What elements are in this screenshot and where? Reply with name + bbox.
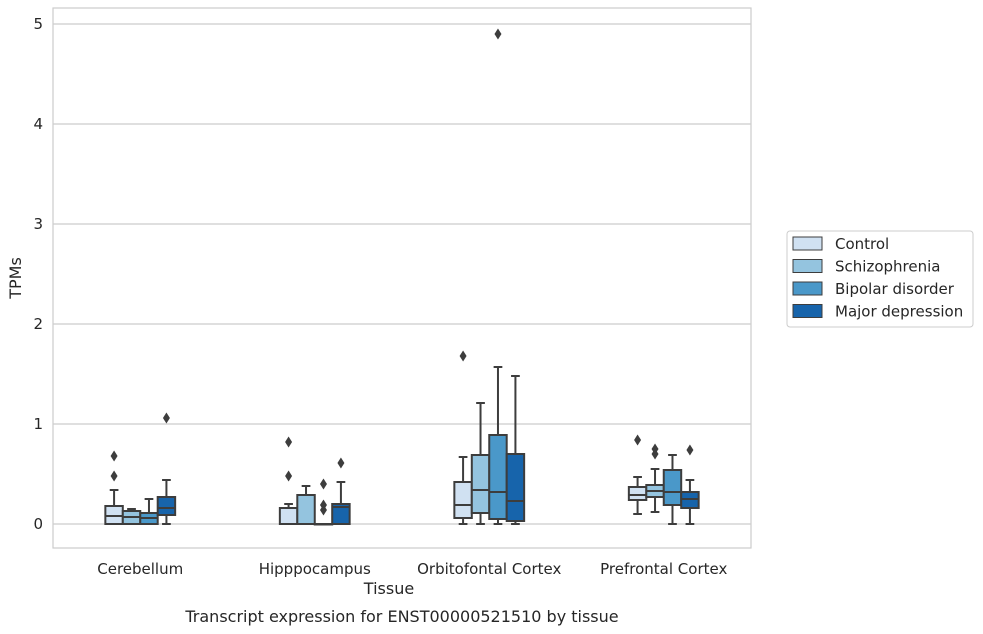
outlier-point — [651, 443, 659, 455]
box-2-0 — [453, 350, 473, 525]
box-0-1 — [121, 508, 142, 525]
box-0-3 — [156, 412, 177, 525]
box-2-2 — [488, 28, 508, 525]
box-1-3 — [331, 457, 351, 525]
outlier-point — [285, 470, 293, 482]
y-tick-label: 1 — [33, 415, 43, 433]
y-tick-label: 3 — [33, 215, 43, 233]
box-2-3 — [505, 375, 526, 525]
box-groups — [104, 28, 700, 526]
legend-swatch — [792, 259, 823, 273]
legend-swatch — [792, 304, 823, 318]
box-body — [662, 469, 683, 506]
y-tick-label: 5 — [33, 15, 43, 33]
box-body — [331, 503, 351, 525]
legend-label: Control — [835, 235, 889, 253]
plot-area — [53, 8, 751, 548]
legend-label: Major depression — [835, 303, 963, 321]
box-0-2 — [139, 498, 159, 525]
outlier-point — [285, 436, 293, 448]
y-tick-label: 2 — [33, 315, 43, 333]
outlier-point — [494, 28, 502, 40]
x-tick-label: Prefrontal Cortex — [600, 560, 727, 578]
box-3-3 — [680, 444, 700, 525]
box-body — [627, 486, 648, 501]
legend: Control Schizophrenia Bipolar disorder Majo… — [786, 230, 974, 328]
box-body — [488, 434, 508, 520]
box-3-0 — [627, 434, 648, 515]
box-body — [278, 507, 299, 525]
legend-swatch — [792, 281, 823, 296]
y-tick-label: 0 — [33, 515, 43, 533]
chart-caption: Transcript expression for ENST0000052151… — [184, 607, 618, 626]
box-1-2 — [313, 478, 334, 526]
legend-swatch — [792, 236, 823, 251]
outlier-point — [459, 350, 467, 362]
outlier-point — [110, 450, 118, 462]
x-tick-labels: Cerebellum Hipppocampus Orbitofontal Corte… — [97, 560, 727, 578]
y-axis-label: TPMs — [6, 257, 25, 300]
plot-frame — [52, 7, 752, 549]
box-body — [296, 494, 316, 525]
outlier-point — [162, 412, 170, 424]
box-3-2 — [662, 454, 683, 525]
legend-label: Schizophrenia — [835, 258, 940, 276]
x-axis-label: Tissue — [363, 579, 414, 598]
box-body — [470, 454, 491, 514]
box-body — [156, 496, 177, 516]
outlier-point — [319, 499, 327, 511]
box-3-1 — [645, 443, 665, 513]
outlier-point — [686, 444, 694, 456]
x-tick-label: Hipppocampus — [259, 560, 371, 578]
box-body — [453, 481, 473, 519]
y-tick-labels: 0 1 2 3 4 5 — [33, 15, 43, 533]
outlier-point — [634, 434, 642, 446]
legend-label: Bipolar disorder — [835, 280, 955, 298]
outlier-point — [319, 478, 327, 490]
grid-lines — [53, 23, 751, 525]
outlier-point — [110, 470, 118, 482]
box-1-1 — [296, 485, 316, 525]
outlier-point — [337, 457, 345, 469]
x-tick-label: Orbitofontal Cortex — [417, 560, 561, 578]
y-tick-label: 4 — [33, 115, 43, 133]
x-tick-label: Cerebellum — [97, 560, 183, 578]
legend-frame — [786, 230, 974, 328]
box-body — [505, 453, 526, 522]
